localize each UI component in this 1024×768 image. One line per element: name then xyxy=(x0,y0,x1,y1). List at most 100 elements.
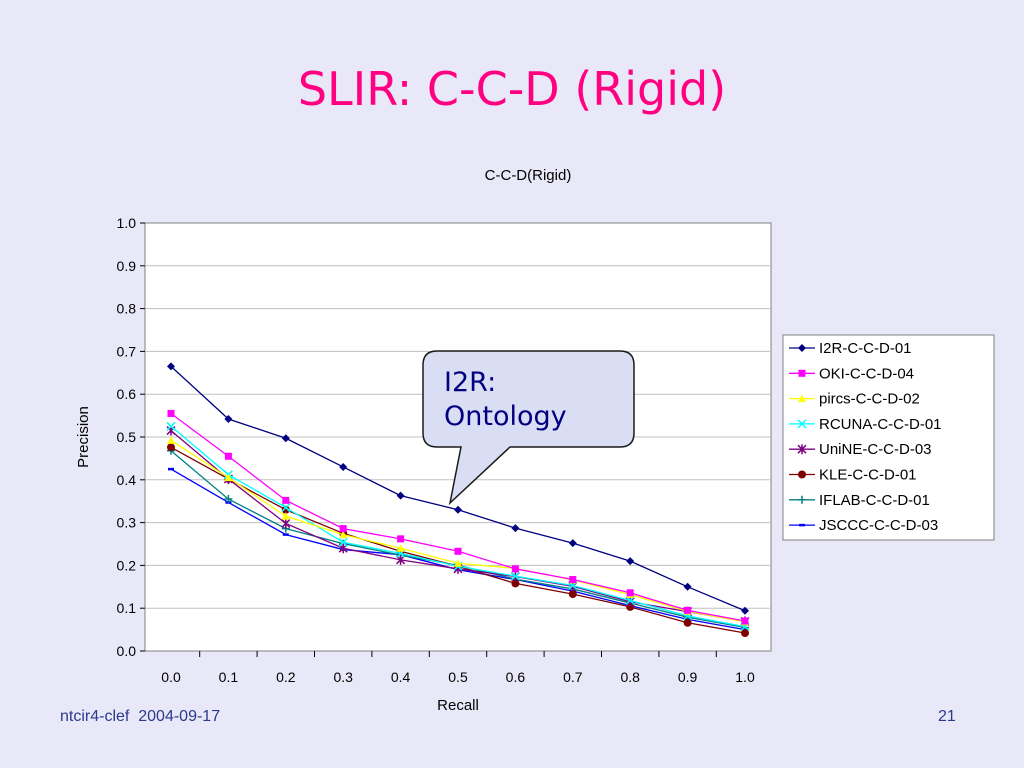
data-point-marker xyxy=(167,436,175,444)
x-tick-label: 0.3 xyxy=(333,669,353,685)
data-point-marker xyxy=(396,544,405,552)
data-point-marker xyxy=(281,512,290,520)
legend-box xyxy=(782,334,995,541)
data-point-marker xyxy=(339,525,347,533)
chart-title: C-C-D(Rigid) xyxy=(485,167,572,184)
callout-line-2: Ontology xyxy=(444,401,567,432)
legend-entry: IFLAB-C-C-D-01 xyxy=(789,492,930,509)
x-axis-label: Recall xyxy=(437,697,479,714)
data-point-marker xyxy=(511,524,520,533)
data-point-marker xyxy=(339,462,348,471)
legend-entry: UniNE-C-C-D-03 xyxy=(789,441,932,458)
data-point-marker xyxy=(626,557,635,566)
y-tick-label: 0.9 xyxy=(117,258,137,274)
data-point-marker xyxy=(167,443,175,452)
data-point-marker xyxy=(626,589,634,597)
legend-entry: I2R-C-C-D-01 xyxy=(789,340,912,357)
page-number: 21 xyxy=(938,708,956,725)
y-tick-label: 0.5 xyxy=(117,429,137,445)
y-axis-label: Precision xyxy=(75,406,92,468)
data-point-marker xyxy=(510,571,520,581)
callout-bubble xyxy=(422,350,635,506)
data-point-marker xyxy=(798,470,806,479)
legend-entry: JSCCC-C-C-D-03 xyxy=(789,517,938,534)
data-point-marker xyxy=(224,452,232,460)
data-point-marker xyxy=(338,537,348,547)
legend-entry: OKI-C-C-D-04 xyxy=(789,365,914,382)
legend-entry: pircs-C-C-D-02 xyxy=(789,391,920,408)
callout-line-1: I2R: xyxy=(444,367,497,398)
data-point-marker xyxy=(798,394,806,403)
x-tick-label: 0.1 xyxy=(219,669,239,685)
x-tick-label: 0.2 xyxy=(276,669,296,685)
y-tick-label: 0.2 xyxy=(117,557,137,573)
series-OKI-C-C-D-04 xyxy=(167,409,749,625)
data-point-marker xyxy=(167,409,175,417)
legend-entry: KLE-C-C-D-01 xyxy=(789,467,917,484)
data-point-marker xyxy=(741,606,749,615)
legend-label: IFLAB-C-C-D-01 xyxy=(819,492,930,509)
y-tick-label: 0.8 xyxy=(117,301,137,317)
data-point-marker xyxy=(454,505,462,514)
data-point-marker xyxy=(224,495,233,504)
data-point-marker xyxy=(569,576,577,584)
y-tick-label: 0.1 xyxy=(117,600,137,616)
legend-entry: RCUNA-C-C-D-01 xyxy=(789,416,942,433)
footer-date: 2004-09-17 xyxy=(138,708,221,725)
y-tick-label: 1.0 xyxy=(117,215,137,231)
series-layer xyxy=(166,362,750,638)
data-point-marker xyxy=(684,606,692,614)
legend-label: pircs-C-C-D-02 xyxy=(819,391,920,408)
series-I2R-C-C-D-01 xyxy=(167,362,749,615)
legend: I2R-C-C-D-01 OKI-C-C-D-04 pircs-C-C-D-02 RC… xyxy=(782,334,995,541)
data-point-marker xyxy=(397,535,405,543)
data-point-marker xyxy=(798,495,806,504)
data-point-marker xyxy=(454,559,462,567)
x-tick-label: 1.0 xyxy=(735,669,755,685)
data-point-marker xyxy=(741,629,749,638)
legend-label: OKI-C-C-D-04 xyxy=(819,365,914,382)
data-point-marker xyxy=(339,530,348,539)
data-point-marker xyxy=(396,554,406,565)
legend-label: I2R-C-C-D-01 xyxy=(819,340,912,357)
data-point-marker xyxy=(798,369,806,377)
callout-text: I2R: Ontology xyxy=(444,366,567,434)
legend-label: RCUNA-C-C-D-01 xyxy=(819,416,942,433)
footer-left: ntcir4-clef 2004-09-17 xyxy=(60,708,220,726)
data-point-marker xyxy=(281,434,290,443)
data-point-marker xyxy=(281,518,291,529)
x-tick-label: 0.0 xyxy=(161,669,181,685)
y-tick-label: 0.6 xyxy=(117,386,137,402)
data-point-marker xyxy=(511,565,519,573)
data-point-marker xyxy=(454,547,462,555)
x-tick-label: 0.8 xyxy=(620,669,640,685)
data-point-marker xyxy=(396,491,405,500)
data-point-marker xyxy=(224,415,233,424)
x-tick-label: 0.9 xyxy=(678,669,698,685)
legend-label: KLE-C-C-D-01 xyxy=(819,467,917,484)
data-point-marker xyxy=(511,579,520,588)
data-point-marker xyxy=(224,473,233,482)
data-point-marker xyxy=(683,618,692,627)
data-point-marker xyxy=(281,503,291,513)
data-point-marker xyxy=(568,590,577,599)
data-point-marker xyxy=(797,444,807,455)
data-point-marker xyxy=(282,496,290,504)
data-point-marker xyxy=(683,582,692,591)
y-tick-label: 0.4 xyxy=(117,472,137,488)
y-tick-label: 0.3 xyxy=(117,515,137,531)
data-point-marker xyxy=(167,362,175,371)
legend-label: UniNE-C-C-D-03 xyxy=(819,441,932,458)
data-point-marker xyxy=(166,421,176,431)
x-tick-label: 0.5 xyxy=(448,669,468,685)
x-tick-label: 0.4 xyxy=(391,669,411,685)
footer-source: ntcir4-clef xyxy=(60,708,130,725)
data-point-marker xyxy=(281,505,290,514)
slide-title: SLIR: C-C-D (Rigid) xyxy=(297,62,727,116)
y-tick-label: 0.7 xyxy=(117,343,137,359)
x-tick-label: 0.7 xyxy=(563,669,583,685)
data-point-marker xyxy=(741,617,749,625)
y-tick-label: 0.0 xyxy=(117,643,137,659)
legend-label: JSCCC-C-C-D-03 xyxy=(819,517,938,534)
